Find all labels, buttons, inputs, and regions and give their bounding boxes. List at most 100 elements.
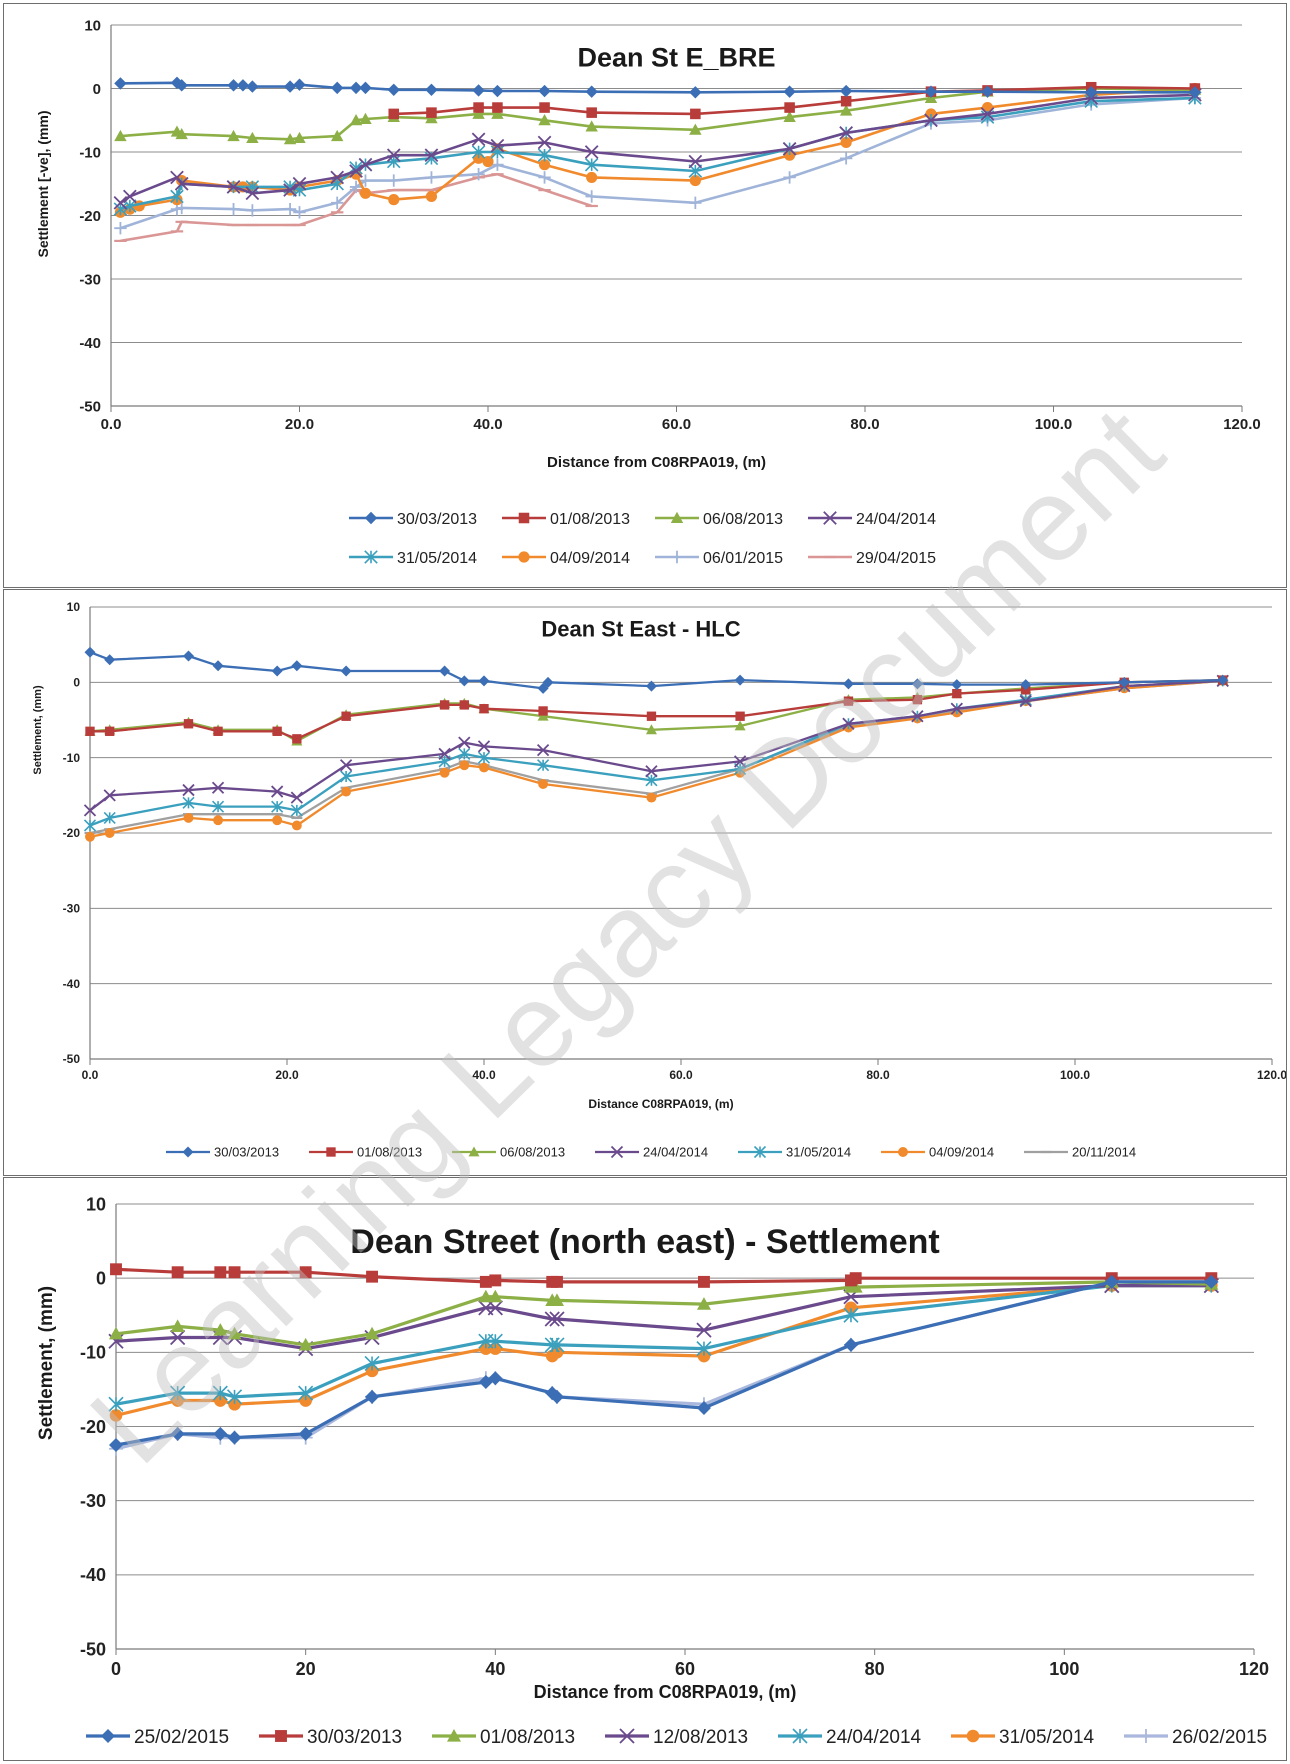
- chart-1-y-tick-label: -30: [63, 902, 81, 916]
- chart-1-data-point: [438, 747, 451, 761]
- chart-0-data-point: [293, 131, 306, 143]
- chart-0-y-tick-label: 0: [93, 81, 101, 98]
- chart-2-data-point: [843, 1337, 858, 1352]
- chart-0-data-point: [170, 170, 184, 185]
- chart-2-series-line-24-04-2014: [115, 1283, 1212, 1406]
- chart-0-y-tick-label: -40: [79, 335, 101, 352]
- chart-1-legend-label: 04/09/2014: [929, 1145, 994, 1160]
- chart-1-series-30-03-2013: [84, 646, 1229, 694]
- chart-0-data-point: [283, 183, 297, 197]
- chart-0-data-point: [586, 171, 598, 183]
- chart-2-series-01-08-2013: [109, 1274, 1219, 1351]
- chart-1-data-point: [83, 819, 97, 832]
- chart-0-data-point: [584, 145, 599, 159]
- chart-0-legend-label: 06/08/2013: [703, 511, 783, 528]
- chart-2-legend-label: 25/02/2015: [134, 1727, 229, 1748]
- chart-0-data-point: [586, 107, 597, 118]
- chart-0-data-point: [425, 171, 438, 184]
- chart-2-data-point: [227, 1326, 242, 1340]
- chart-1-data-point: [1020, 679, 1032, 691]
- chart-0-data-point: [491, 84, 504, 98]
- chart-1-data-point: [478, 675, 490, 687]
- chart-0-title: Dean St E_BRE: [577, 42, 775, 72]
- chart-2-data-point: [298, 1385, 314, 1401]
- chart-0-series-30-03-2013: [114, 76, 1202, 99]
- chart-1-data-point: [272, 815, 283, 826]
- chart-1-data-point: [439, 700, 450, 710]
- chart-1-data-point: [183, 650, 194, 662]
- chart-0-data-point: [227, 129, 240, 142]
- chart-1-data-point: [459, 700, 469, 710]
- chart-1-data-point: [1019, 693, 1032, 706]
- chart-1-data-point: [458, 747, 471, 760]
- chart-1-data-point: [103, 811, 116, 824]
- chart-0-series-line-29-04-2015: [120, 172, 593, 243]
- chart-0-data-point: [388, 194, 400, 206]
- chart-0-data-point: [538, 84, 551, 98]
- chart-0-data-point: [690, 108, 701, 120]
- chart-0-data-point: [425, 83, 438, 96]
- chart-2-x-axis-label: Distance from C08RPA019, (m): [534, 1682, 797, 1702]
- chart-2-data-point: [298, 1426, 313, 1441]
- chart-2-series-24-04-2014: [108, 1278, 1219, 1412]
- chart-0-legend-item: 01/08/2013: [502, 511, 630, 528]
- chart-1-legend-marker: [610, 1145, 624, 1159]
- chart-2-legend-item: 31/05/2014: [951, 1727, 1095, 1748]
- chart-2-series-31-05-2014: [109, 1279, 1218, 1422]
- chart-2-data-point: [488, 1371, 503, 1386]
- chart-0-data-point: [492, 102, 503, 113]
- chart-2-data-point: [696, 1400, 711, 1415]
- chart-0-legend-marker: [364, 511, 378, 525]
- chart-2-y-tick-label: -50: [80, 1639, 106, 1659]
- chart-2-data-point: [365, 1389, 380, 1404]
- chart-0-data-point: [482, 155, 494, 168]
- chart-2-series-line-30-03-2013: [115, 1267, 1212, 1284]
- chart-0-data-point: [839, 84, 853, 98]
- chart-1-data-point: [951, 679, 963, 691]
- chart-0-data-point: [175, 128, 188, 140]
- chart-0-data-point: [387, 174, 400, 187]
- chart-0-data-point: [472, 84, 485, 97]
- chart-0-data-point: [123, 189, 137, 204]
- chart-1-data-point: [291, 660, 303, 672]
- chart-1-legend-item: 01/08/2013: [309, 1145, 422, 1160]
- chart-1-data-point: [950, 702, 963, 715]
- chart-0-data-point: [386, 148, 401, 163]
- chart-0-data-point: [471, 145, 486, 159]
- chart-0-data-point: [839, 104, 853, 116]
- chart-0-data-point: [537, 148, 552, 162]
- chart-1-legend-label: 30/03/2013: [214, 1145, 279, 1160]
- chart-2-legend-marker: [619, 1728, 635, 1744]
- chart-2-y-tick-label: -30: [80, 1491, 106, 1511]
- chart-1-data-point: [1217, 674, 1229, 686]
- chart-2-x-tick-label: 120: [1239, 1659, 1269, 1679]
- chart-1-data-point: [340, 665, 352, 677]
- chart-2-data-point: [170, 1329, 186, 1346]
- chart-0-data-point: [471, 132, 486, 147]
- chart-0-data-point: [349, 81, 363, 95]
- chart-0-y-tick-label: -20: [79, 208, 101, 225]
- chart-0-data-point: [349, 164, 363, 178]
- chart-0-series-line-06-01-2015: [119, 96, 1195, 230]
- chart-2-legend-marker: [275, 1730, 287, 1742]
- chart-1-data-point: [183, 719, 194, 729]
- chart-0-data-point: [490, 145, 505, 159]
- chart-0-legend-item: 06/08/2013: [655, 511, 783, 528]
- chart-0-legend-label: 06/01/2015: [703, 550, 783, 567]
- chart-0-y-tick-label: -30: [79, 271, 101, 288]
- settlement-chart-dean-st-e-bre: 10 0 -10 -20 -30 -40 -500.0 20.0 40.0 60.0 80.0 100…: [35, 17, 1261, 567]
- chart-1-data-point: [646, 711, 657, 721]
- chart-2-data-point: [299, 1266, 312, 1279]
- chart-1-legend-label: 06/08/2013: [500, 1145, 565, 1160]
- chart-1-x-tick-label: 60.0: [669, 1068, 693, 1082]
- chart-0-data-point: [246, 204, 259, 217]
- chart-0-data-point: [387, 83, 400, 96]
- chart-2-data-point: [849, 1272, 862, 1285]
- chart-1-data-point: [104, 654, 116, 666]
- chart-0-legend-item: 24/04/2014: [808, 511, 936, 528]
- chart-1-data-point: [439, 767, 450, 778]
- chart-2-data-point: [487, 1333, 503, 1349]
- chart-2-y-tick-label: 0: [96, 1268, 106, 1288]
- chart-1-data-point: [645, 680, 657, 692]
- chart-0-data-point: [283, 80, 297, 93]
